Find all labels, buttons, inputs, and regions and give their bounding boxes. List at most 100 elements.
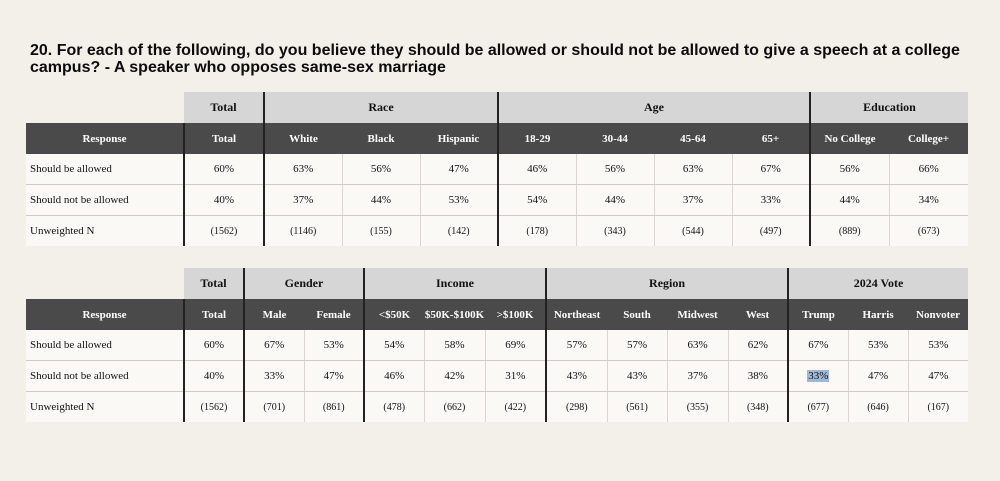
- table-cell: 57%: [545, 330, 608, 361]
- table-cell: (561): [606, 391, 668, 422]
- table-cell: (355): [666, 391, 729, 422]
- table-cell: (677): [787, 391, 849, 422]
- column-header: Hispanic: [420, 123, 498, 154]
- table-cell: (1562): [183, 391, 244, 422]
- table-cell: 67%: [243, 330, 304, 361]
- table-cell: 54%: [363, 330, 425, 361]
- column-header: Response: [26, 123, 184, 154]
- table-cell: 56%: [809, 154, 889, 185]
- column-header: 18-29: [497, 123, 576, 154]
- column-header: Northeast: [545, 299, 608, 330]
- table-cell: 69%: [484, 330, 547, 361]
- table-cell: 54%: [497, 184, 576, 216]
- table-cell: 67%: [731, 154, 810, 185]
- table-cell: 53%: [303, 330, 365, 361]
- table-cell: (889): [809, 215, 889, 246]
- table-cell: 34%: [888, 184, 968, 216]
- column-header: $50K-$100K: [424, 299, 486, 330]
- table-cell: (478): [363, 391, 425, 422]
- table-cell: 62%: [727, 330, 789, 361]
- table-cell: 40%: [183, 184, 264, 216]
- column-header: College+: [889, 123, 968, 154]
- table-cell: 46%: [497, 154, 576, 185]
- selected-text[interactable]: 33%: [807, 370, 830, 382]
- row-label: Should be allowed: [26, 330, 184, 361]
- column-header: Nonvoter: [908, 299, 969, 330]
- column-header-row: Response Total White Black Hispanic 18-2…: [26, 123, 968, 154]
- corner-blank: [26, 268, 184, 299]
- table-cell: (422): [484, 391, 547, 422]
- table-cell: 42%: [423, 360, 486, 392]
- group-header-region: Region: [545, 268, 789, 299]
- row-label: Should be allowed: [26, 154, 184, 185]
- table-cell: (673): [888, 215, 968, 246]
- column-header: 30-44: [576, 123, 654, 154]
- column-header: Response: [26, 299, 184, 330]
- table-cell: 63%: [666, 330, 729, 361]
- row-label: Should not be allowed: [26, 184, 184, 216]
- column-header: Midwest: [667, 299, 729, 330]
- table-cell: (1562): [183, 215, 264, 246]
- table-cell: 47%: [907, 360, 969, 392]
- table-row: Should be allowed 60% 67% 53% 54% 58% 69…: [26, 330, 969, 361]
- table-cell: 56%: [575, 154, 654, 185]
- table-cell: 38%: [727, 360, 789, 392]
- table-cell: (167): [907, 391, 969, 422]
- table-cell: 33%: [243, 360, 304, 392]
- table-cell: 37%: [263, 184, 342, 216]
- group-header-total: Total: [184, 268, 244, 299]
- table-cell: (497): [731, 215, 810, 246]
- crosstab-gender-income-region-vote: Total Gender Income Region 2024 Vote Res…: [26, 268, 969, 422]
- table-cell-selected[interactable]: 33%: [787, 360, 849, 392]
- table-cell: (178): [497, 215, 576, 246]
- table-cell: (861): [303, 391, 365, 422]
- group-header-gender: Gender: [242, 268, 365, 299]
- table-cell: 67%: [787, 330, 849, 361]
- group-header-2024-vote: 2024 Vote: [787, 268, 969, 299]
- table-cell: 63%: [653, 154, 732, 185]
- table-cell: 63%: [263, 154, 342, 185]
- column-header: Harris: [848, 299, 909, 330]
- column-header: 45-64: [654, 123, 732, 154]
- table-cell: 33%: [731, 184, 810, 216]
- table-cell: 47%: [419, 154, 498, 185]
- column-header-row: Response Total Male Female <$50K $50K-$1…: [26, 299, 969, 330]
- table-cell: (155): [341, 215, 420, 246]
- column-header: <$50K: [363, 299, 425, 330]
- table-cell: (348): [727, 391, 789, 422]
- column-header: Total: [183, 299, 244, 330]
- table-cell: (1146): [263, 215, 342, 246]
- table-row: Unweighted N (1562) (701) (861) (478) (6…: [26, 391, 969, 422]
- table-cell: 60%: [183, 154, 264, 185]
- crosstab-race-age-education: Total Race Age Education Response Total …: [26, 92, 968, 246]
- table-cell: 37%: [653, 184, 732, 216]
- table-cell: (544): [653, 215, 732, 246]
- table-cell: 46%: [363, 360, 425, 392]
- table-row: Should be allowed 60% 63% 56% 47% 46% 56…: [26, 154, 968, 185]
- table-cell: 43%: [545, 360, 608, 392]
- table-cell: 44%: [341, 184, 420, 216]
- column-header: >$100K: [485, 299, 547, 330]
- table-cell: 47%: [847, 360, 909, 392]
- column-header: Female: [304, 299, 365, 330]
- row-label: Unweighted N: [26, 391, 184, 422]
- group-header-age: Age: [497, 92, 810, 123]
- table-cell: 53%: [847, 330, 909, 361]
- table-cell: 60%: [183, 330, 244, 361]
- table-cell: 56%: [341, 154, 420, 185]
- table-cell: (646): [847, 391, 909, 422]
- table-cell: 53%: [419, 184, 498, 216]
- column-header: No College: [809, 123, 889, 154]
- table-cell: 44%: [575, 184, 654, 216]
- table-row: Should not be allowed 40% 33% 47% 46% 42…: [26, 360, 969, 392]
- table-row: Should not be allowed 40% 37% 44% 53% 54…: [26, 184, 968, 216]
- table-cell: (701): [243, 391, 304, 422]
- group-header-total: Total: [184, 92, 264, 123]
- table-cell: 53%: [907, 330, 969, 361]
- row-label: Should not be allowed: [26, 360, 184, 392]
- table-cell: 37%: [666, 360, 729, 392]
- column-header: West: [728, 299, 789, 330]
- column-header: Black: [342, 123, 420, 154]
- table-cell: 31%: [484, 360, 547, 392]
- column-header: Trump: [787, 299, 849, 330]
